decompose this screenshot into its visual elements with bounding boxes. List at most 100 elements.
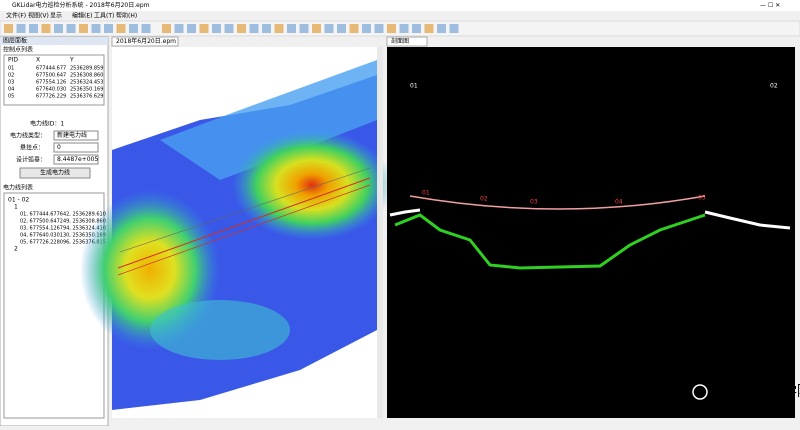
point-label: 01: [422, 190, 430, 197]
watermark: 能飞无人机学院: [713, 384, 800, 400]
cloud-area: [160, 60, 377, 180]
table-cell: 2536350.169: [70, 87, 103, 93]
section-title: 电力线列表: [3, 184, 33, 192]
tool-button[interactable]: [162, 24, 171, 33]
tool-button[interactable]: [79, 24, 88, 33]
tree-node[interactable]: 2: [14, 246, 18, 253]
window-controls[interactable]: — ☐ ✕: [760, 2, 780, 9]
tool-button[interactable]: [187, 24, 196, 33]
tool-button[interactable]: [91, 24, 101, 33]
table-cell: 03: [8, 80, 14, 86]
tool-button[interactable]: [141, 24, 151, 33]
tool-button[interactable]: [299, 24, 309, 33]
tree-item[interactable]: 01, 677444.677642, 2536289.610: [20, 212, 106, 218]
title-bar: [0, 0, 800, 11]
form-label: 电力线类型：: [10, 132, 46, 140]
menu-item[interactable]: 工具(T): [94, 13, 114, 20]
tree-node[interactable]: 1: [14, 204, 18, 211]
hang-input[interactable]: [53, 142, 99, 153]
tool-button[interactable]: [29, 24, 38, 33]
tool-button[interactable]: [104, 24, 113, 33]
heat-blob: [232, 130, 392, 240]
panel-header: [0, 37, 108, 45]
table-cell: 02: [8, 73, 14, 79]
tool-button[interactable]: [224, 24, 234, 33]
ground-profile: [389, 208, 791, 230]
table-cell: 677554.126: [36, 80, 66, 86]
input-value: 0: [57, 144, 61, 151]
power-line: [119, 167, 371, 253]
tool-button[interactable]: [387, 24, 396, 33]
window-title: GKLidar电力巡检分析系统 - 2018年6月20日.epm: [12, 1, 150, 9]
tool-button[interactable]: [437, 24, 446, 33]
tool-button[interactable]: [324, 24, 334, 33]
tool-button[interactable]: [66, 24, 76, 33]
tool-button[interactable]: [41, 24, 51, 33]
tool-button[interactable]: [54, 24, 63, 33]
watermark-icon: [692, 384, 708, 400]
table-cell: 677640.030: [36, 87, 66, 93]
menu-item[interactable]: 帮助(H): [116, 12, 137, 20]
tool-button[interactable]: [399, 24, 409, 33]
tool-button[interactable]: [4, 24, 13, 33]
menu-item[interactable]: 文件(F): [6, 12, 26, 20]
table-cell: 04: [8, 87, 14, 93]
menu-item[interactable]: 视图(V): [28, 12, 49, 20]
tool-button[interactable]: [274, 24, 284, 33]
points-table: [3, 54, 105, 106]
tool-button[interactable]: [129, 24, 138, 33]
tool-button[interactable]: [287, 24, 296, 33]
tool-button[interactable]: [174, 24, 184, 33]
tool-button[interactable]: [449, 24, 459, 33]
cloud-area: [150, 300, 290, 360]
form-label: 悬挂点：: [20, 144, 44, 152]
table-cell: 677444.677: [36, 66, 66, 72]
line-id: 电力线ID：1: [30, 120, 64, 128]
section-title: 控制点列表: [3, 46, 33, 54]
menu-item[interactable]: 显示: [50, 13, 62, 20]
input-value: 8.4487e+005: [57, 156, 98, 163]
tool-button[interactable]: [349, 24, 359, 33]
tab[interactable]: [111, 36, 179, 47]
table-cell: 2536324.453: [70, 80, 103, 86]
table-cell: 677500.647: [36, 73, 66, 79]
tool-button[interactable]: [199, 24, 209, 33]
profile-end: 02: [770, 83, 778, 90]
tool-button[interactable]: [374, 24, 384, 33]
point-label: 02: [480, 196, 488, 203]
tool-button[interactable]: [337, 24, 346, 33]
tool-button[interactable]: [116, 24, 126, 33]
tool-button[interactable]: [237, 24, 246, 33]
generate-button[interactable]: [19, 167, 91, 179]
tab[interactable]: [386, 36, 428, 47]
power-line: [117, 177, 371, 269]
point-label: 03: [530, 199, 538, 206]
tree-item[interactable]: 04, 677640.030130, 2536350.169: [20, 233, 106, 239]
column-header: Y: [69, 57, 74, 64]
tree-item[interactable]: 05, 677726.228096, 2536376.815: [20, 240, 106, 246]
table-cell: 2536289.859: [70, 66, 103, 72]
tool-button[interactable]: [249, 24, 259, 33]
table-cell: 2536376.629: [70, 94, 103, 100]
splitter[interactable]: [377, 47, 383, 418]
tool-button[interactable]: [262, 24, 271, 33]
tree-root[interactable]: 01 - 02: [8, 197, 29, 204]
tree-item[interactable]: 03, 677554.126794, 2536324.410: [20, 226, 106, 232]
table-cell: 677726.229: [36, 94, 66, 100]
menu-item[interactable]: 编辑(E): [72, 12, 92, 20]
type-select[interactable]: [53, 130, 99, 141]
tool-button[interactable]: [362, 24, 371, 33]
tool-button[interactable]: [312, 24, 321, 33]
tree-item[interactable]: 02, 677500.647249, 2536308.860: [20, 219, 106, 225]
point-label: 04: [615, 199, 623, 206]
select-value: 新建电力线: [57, 131, 87, 139]
tool-button[interactable]: [16, 24, 26, 33]
tool-button[interactable]: [212, 24, 221, 33]
tool-button[interactable]: [412, 24, 421, 33]
tool-button[interactable]: [424, 24, 434, 33]
profile-view: [387, 47, 795, 418]
tab-label: 2018年6月20日.epm: [116, 37, 176, 45]
sag-input[interactable]: [53, 154, 99, 165]
button-label: 生成电力线: [40, 169, 70, 177]
